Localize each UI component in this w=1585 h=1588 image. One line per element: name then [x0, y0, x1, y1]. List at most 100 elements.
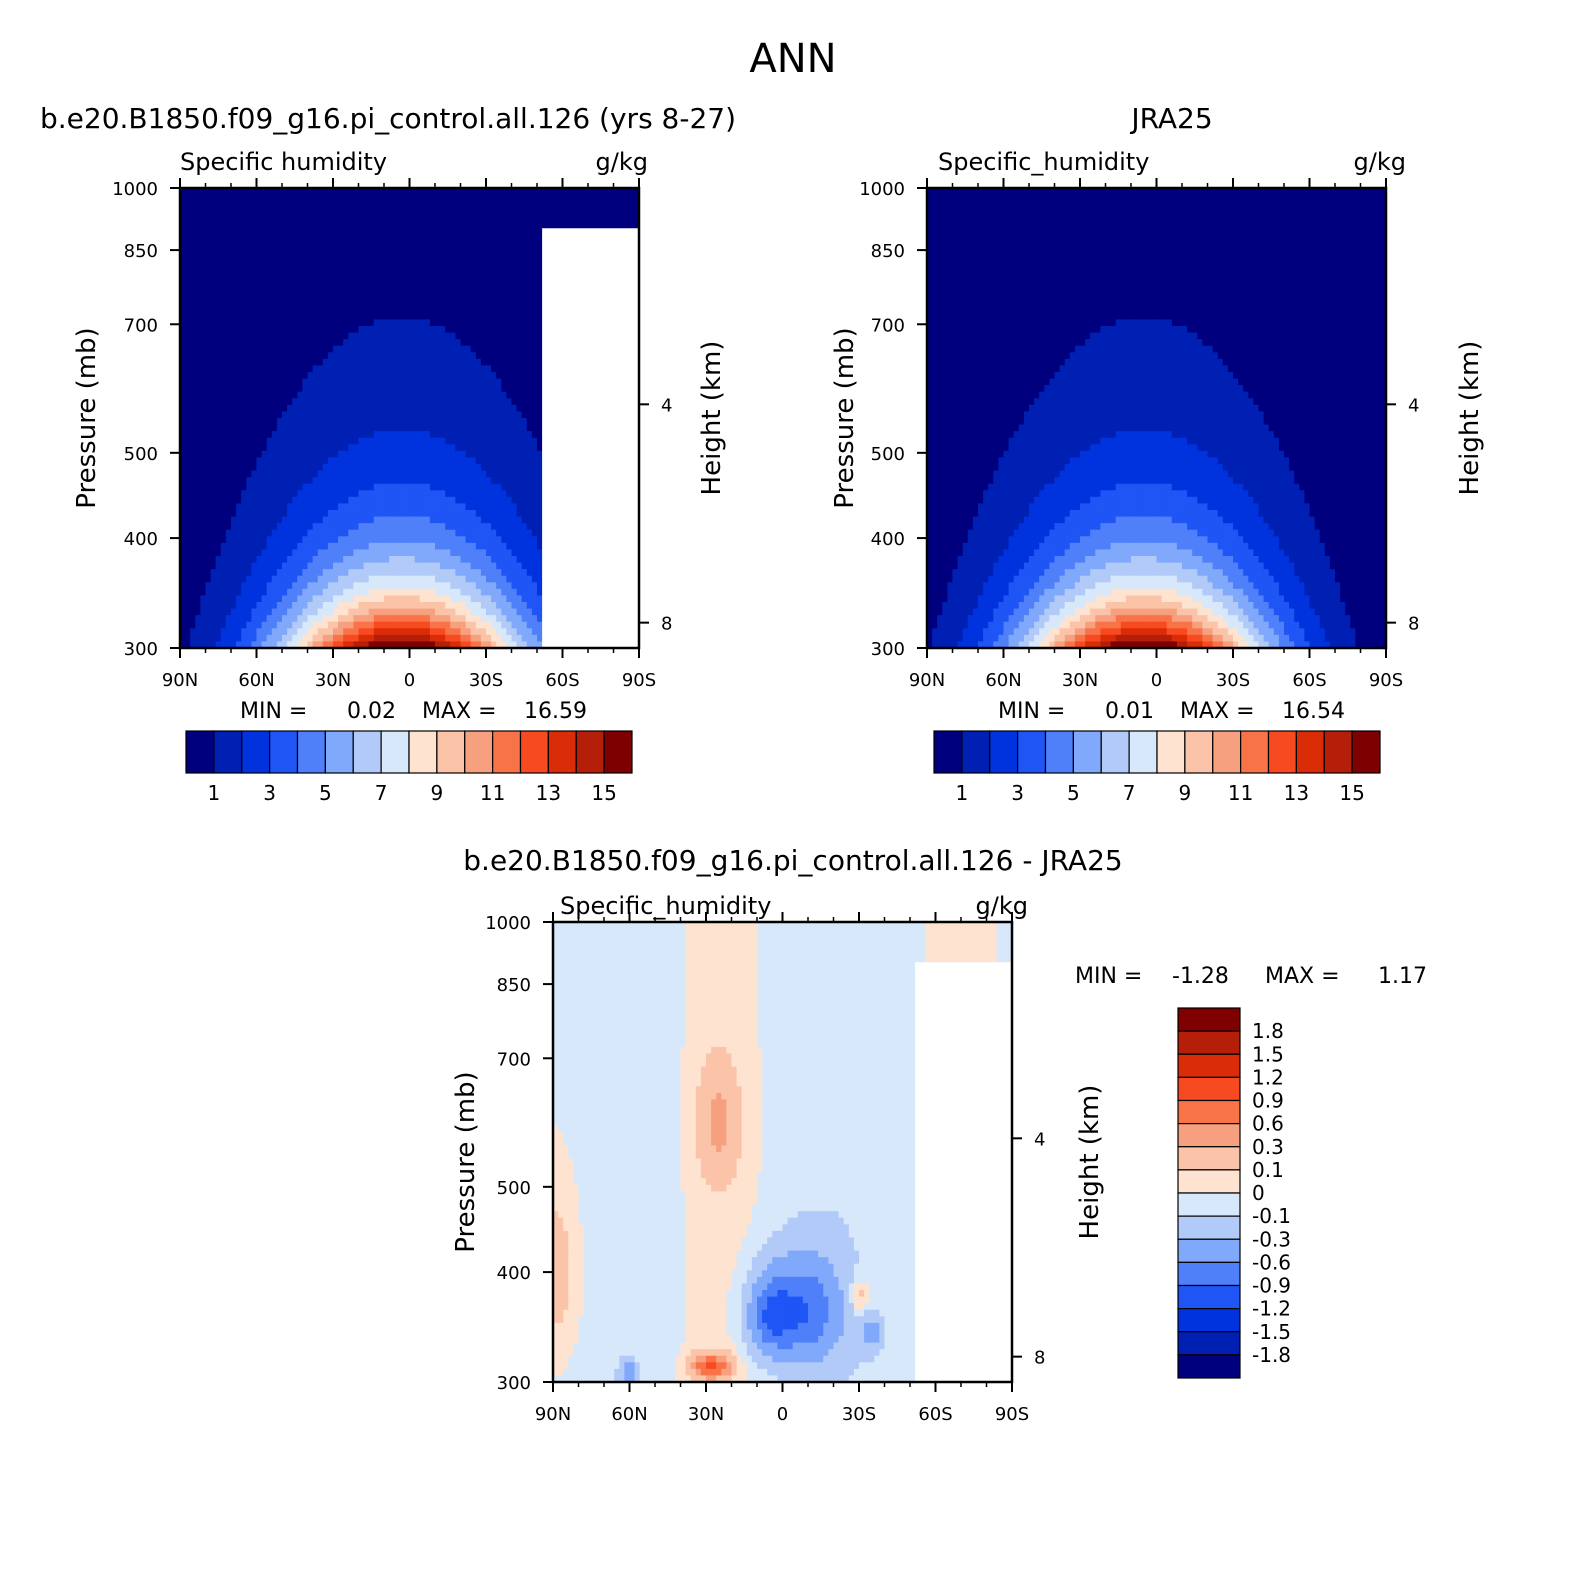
contour-cell	[241, 510, 247, 518]
contour-cell	[333, 477, 339, 485]
contour-cell	[210, 227, 217, 235]
contour-cell	[537, 411, 543, 419]
contour-cell	[190, 542, 196, 551]
contour-cell	[470, 299, 477, 307]
contour-cell	[465, 562, 472, 570]
contour-cell	[450, 595, 456, 603]
contour-cell	[531, 483, 538, 491]
contour-cell	[261, 536, 268, 544]
contour-cell	[236, 201, 242, 209]
contour-cell	[496, 372, 502, 380]
contour-cell	[322, 523, 329, 531]
contour-cell	[236, 470, 242, 478]
contour-cell	[236, 260, 242, 268]
contour-cell	[322, 615, 329, 623]
contour-cell	[450, 542, 456, 551]
contour-cell	[195, 358, 201, 367]
contour-cell	[231, 588, 237, 597]
contour-cell	[389, 483, 395, 491]
contour-cell	[292, 437, 298, 445]
contour-cell	[470, 404, 477, 413]
contour-cell	[358, 293, 365, 301]
contour-cell	[373, 214, 380, 222]
contour-cell	[195, 490, 201, 498]
contour-cell	[195, 615, 201, 623]
contour-cell	[241, 234, 247, 242]
contour-cell	[429, 595, 436, 603]
contour-cell	[414, 391, 421, 399]
contour-cell	[327, 523, 334, 531]
contour-cell	[511, 188, 518, 196]
contour-cell	[399, 457, 405, 465]
contour-cell	[266, 444, 273, 452]
contour-cell	[215, 378, 222, 386]
contour-cell	[419, 201, 426, 209]
contour-cell	[373, 444, 380, 452]
contour-cell	[307, 536, 314, 544]
contour-cell	[455, 529, 462, 537]
contour-cell	[220, 312, 227, 321]
contour-cell	[180, 372, 186, 380]
contour-cell	[180, 214, 186, 222]
contour-cell	[440, 253, 446, 261]
contour-cell	[480, 220, 487, 229]
contour-cell	[185, 523, 191, 531]
contour-cell	[516, 319, 523, 327]
contour-cell	[287, 358, 293, 367]
contour-cell	[531, 234, 538, 242]
contour-cell	[317, 575, 324, 583]
contour-cell	[419, 306, 426, 314]
contour-cell	[460, 418, 467, 426]
contour-cell	[440, 641, 446, 649]
contour-cell	[210, 365, 217, 373]
contour-cell	[496, 516, 502, 524]
contour-cell	[236, 220, 242, 229]
contour-cell	[317, 602, 324, 610]
contour-cell	[486, 575, 492, 583]
contour-cell	[225, 575, 232, 583]
contour-cell	[297, 556, 303, 564]
contour-cell	[327, 299, 334, 307]
contour-cell	[440, 194, 446, 202]
contour-cell	[287, 332, 293, 340]
contour-cell	[429, 332, 436, 340]
contour-cell	[521, 418, 528, 426]
contour-cell	[282, 280, 288, 288]
contour-cell	[455, 286, 462, 294]
contour-cell	[399, 385, 405, 393]
contour-cell	[470, 345, 477, 353]
contour-cell	[241, 214, 247, 222]
contour-cell	[475, 444, 482, 452]
contour-cell	[261, 595, 268, 603]
contour-cell	[210, 431, 217, 439]
contour-cell	[516, 431, 523, 439]
contour-cell	[358, 556, 365, 564]
contour-cell	[251, 326, 258, 334]
contour-cell	[317, 628, 324, 636]
contour-cell	[282, 549, 288, 557]
contour-cell	[424, 641, 431, 649]
contour-cell	[414, 569, 421, 577]
contour-cell	[353, 608, 360, 616]
contour-cell	[312, 470, 319, 478]
contour-cell	[215, 516, 222, 524]
contour-cell	[475, 319, 482, 327]
contour-cell	[516, 562, 523, 570]
contour-cell	[450, 273, 456, 281]
contour-cell	[435, 352, 441, 360]
contour-cell	[409, 556, 416, 564]
contour-cell	[440, 536, 446, 544]
contour-cell	[282, 378, 288, 386]
contour-cell	[389, 536, 395, 544]
contour-cell	[429, 431, 436, 439]
contour-cell	[409, 234, 416, 242]
contour-cell	[190, 628, 196, 636]
contour-cell	[399, 240, 405, 248]
contour-cell	[445, 207, 451, 215]
contour-cell	[450, 214, 456, 222]
contour-cell	[246, 411, 252, 419]
contour-cell	[348, 299, 354, 307]
contour-cell	[460, 503, 467, 511]
contour-cell	[261, 615, 268, 623]
contour-cell	[317, 608, 324, 616]
